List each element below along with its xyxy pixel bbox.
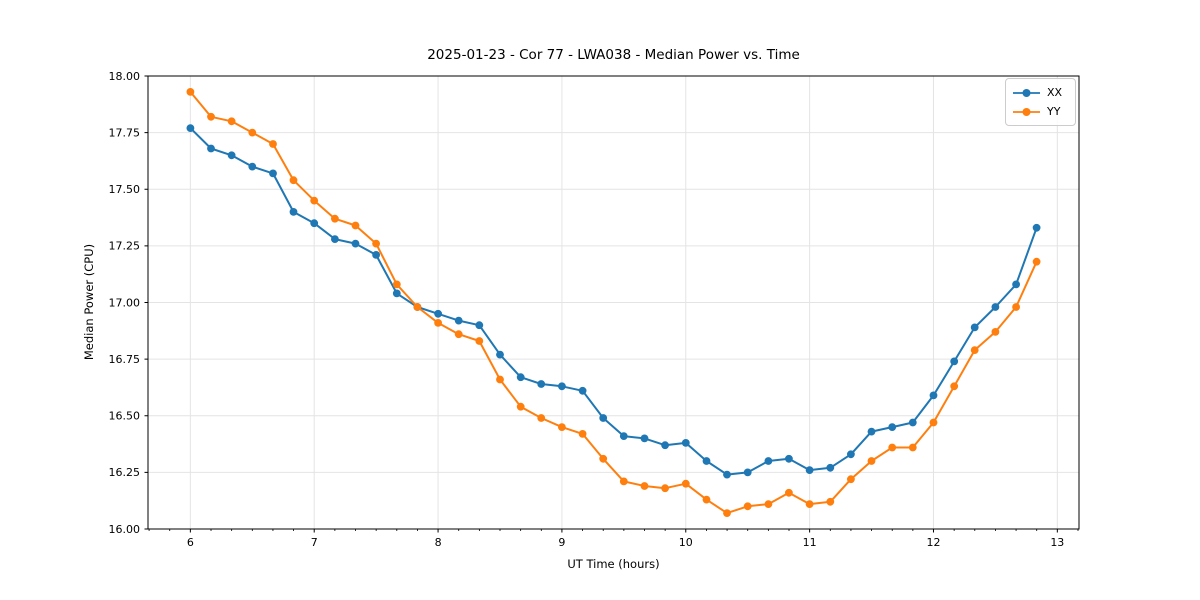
svg-text:16.75: 16.75 [109, 353, 141, 366]
svg-text:17.25: 17.25 [109, 240, 141, 253]
svg-text:17.00: 17.00 [109, 296, 141, 309]
svg-text:10: 10 [679, 536, 693, 549]
svg-text:18.00: 18.00 [109, 70, 141, 83]
x-axis-label: UT Time (hours) [567, 557, 660, 571]
legend-item-yy: YY [1013, 102, 1067, 121]
legend-line-sample-xx [1013, 88, 1040, 97]
svg-text:7: 7 [311, 536, 318, 549]
svg-text:8: 8 [435, 536, 442, 549]
svg-text:13: 13 [1050, 536, 1064, 549]
y-axis-label: Median Power (CPU) [82, 243, 96, 361]
x-tick-labels: 6 7 8 9 10 11 12 13 [187, 536, 1064, 549]
legend-label-yy: YY [1047, 105, 1061, 118]
axis-ticks [144, 75, 1079, 533]
legend-label-xx: XX [1047, 86, 1063, 99]
svg-text:6: 6 [187, 536, 194, 549]
series-yy-markers [186, 88, 1041, 517]
series-xx-markers [186, 124, 1041, 479]
svg-text:17.50: 17.50 [109, 183, 141, 196]
legend-item-xx: XX [1013, 83, 1067, 102]
chart-title: 2025-01-23 - Cor 77 - LWA038 - Median Po… [427, 47, 800, 63]
grid-lines [148, 75, 1079, 530]
svg-text:11: 11 [803, 536, 817, 549]
svg-text:16.25: 16.25 [109, 466, 141, 479]
svg-text:16.00: 16.00 [109, 523, 141, 536]
legend: XX YY [1005, 78, 1076, 126]
legend-line-sample-yy [1013, 107, 1040, 116]
y-tick-labels: 16.00 16.25 16.50 16.75 17.00 17.25 17.50 17.75… [109, 70, 141, 536]
svg-text:9: 9 [558, 536, 565, 549]
svg-text:12: 12 [926, 536, 940, 549]
svg-text:16.50: 16.50 [109, 410, 141, 423]
svg-text:17.75: 17.75 [109, 126, 141, 139]
